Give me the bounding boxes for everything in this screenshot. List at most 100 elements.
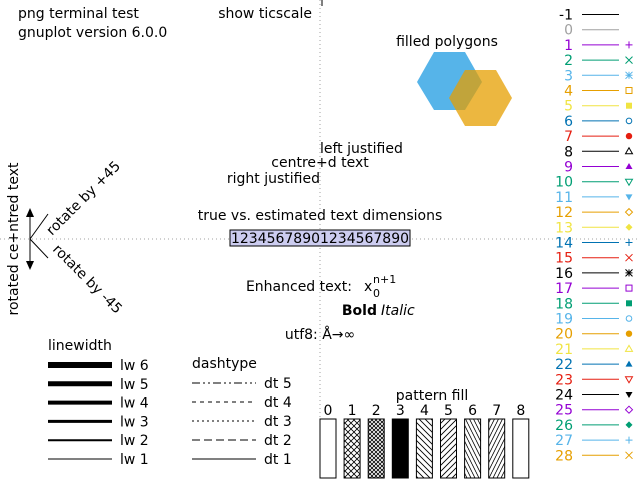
pattern-swatch xyxy=(391,418,409,479)
linewidth-title: linewidth xyxy=(48,338,112,354)
linetype-label: 27 xyxy=(555,433,573,449)
point-symbol-icon xyxy=(624,207,634,217)
linetype-label: 6 xyxy=(564,114,573,130)
left-justified-text: left justified xyxy=(320,141,403,157)
point-symbol-icon xyxy=(624,376,634,384)
linetype-label: 13 xyxy=(555,220,573,236)
point-symbol-icon xyxy=(625,194,633,201)
linetype-label: 25 xyxy=(555,403,573,419)
linetype-label: 2 xyxy=(564,53,573,69)
enhanced-subscript: 0 xyxy=(373,287,380,300)
linetype-label: 10 xyxy=(555,175,573,191)
point-symbol-icon xyxy=(625,269,633,277)
rotation-minus-line xyxy=(29,238,49,259)
pattern-number: 0 xyxy=(324,403,333,419)
bold-text: Bold xyxy=(342,303,377,319)
point-symbol-icon xyxy=(625,284,633,292)
enhanced-text-label: Enhanced text: xyxy=(246,279,352,295)
linetype-label: 20 xyxy=(555,327,573,343)
linewidth-label: lw 6 xyxy=(120,358,149,374)
italic-text: Italic xyxy=(381,303,415,319)
point-symbol-icon xyxy=(625,451,633,460)
pattern-number: 2 xyxy=(372,403,381,419)
point-symbol-icon xyxy=(625,239,633,246)
centred-text: centre+d text xyxy=(271,155,369,171)
linewidth-label: lw 5 xyxy=(120,377,149,393)
linewidth-samples: lw 6 lw 5 lw 4 lw 3 lw 2 lw 1 xyxy=(48,358,149,468)
linewidth-label: lw 2 xyxy=(120,433,149,449)
pattern-number: 6 xyxy=(468,403,477,419)
linetype-label: 19 xyxy=(555,312,573,328)
rotation-arrow-up-icon xyxy=(26,208,34,217)
pattern-swatch xyxy=(415,418,433,479)
pattern-number: 5 xyxy=(444,403,453,419)
dashtype-label: dt 3 xyxy=(264,414,292,430)
estimated-text-box xyxy=(229,229,411,247)
point-symbol-icon xyxy=(624,178,634,187)
linetype-label: 12 xyxy=(555,205,573,221)
pattern-swatch xyxy=(367,418,385,479)
linewidth-label: lw 1 xyxy=(120,452,149,468)
enhanced-superscript: n+1 xyxy=(373,273,396,286)
pattern-number: 7 xyxy=(492,403,501,419)
dashtype-label: dt 4 xyxy=(264,395,292,411)
point-symbol-icon xyxy=(625,315,633,322)
right-justified-text: right justified xyxy=(227,171,320,187)
dashtype-label: dt 2 xyxy=(264,433,292,449)
text-dimensions-label: true vs. estimated text dimensions xyxy=(198,208,443,224)
pattern-swatch xyxy=(440,418,457,479)
linetype-label: -1 xyxy=(559,8,573,24)
point-symbol-icon xyxy=(625,56,633,64)
enhanced-base: x xyxy=(364,279,372,295)
dashtype-label: dt 5 xyxy=(264,376,292,392)
terminal-title: png terminal test xyxy=(18,6,139,22)
pattern-number: 4 xyxy=(420,403,429,419)
point-symbol-icon xyxy=(624,344,634,352)
linetype-label: 1 xyxy=(564,38,573,54)
pattern-fill-title: pattern fill xyxy=(396,388,469,404)
show-ticscale-label: show ticscale xyxy=(218,6,312,22)
linetype-label: 8 xyxy=(564,144,573,160)
linewidth-label: lw 4 xyxy=(120,396,149,412)
linetype-label: 14 xyxy=(555,236,573,252)
pattern-swatch xyxy=(343,418,361,479)
linetype-label: 23 xyxy=(555,372,573,388)
linetype-label: 0 xyxy=(564,23,573,39)
linetype-label: 9 xyxy=(564,160,573,176)
dashtype-title: dashtype xyxy=(192,356,257,372)
linetype-label: 5 xyxy=(564,99,573,115)
linetype-label: 11 xyxy=(555,190,573,206)
linetype-label: 22 xyxy=(555,357,573,373)
dashtype-samples: dt 5 dt 4 dt 3 dt 2 dt 1 xyxy=(192,376,292,468)
linetype-label: 21 xyxy=(555,342,573,358)
rotate-plus-45-text: rotate by +45 xyxy=(44,158,124,238)
linetype-label: 16 xyxy=(555,266,573,282)
linetype-label: 15 xyxy=(555,251,573,267)
gnuplot-version: gnuplot version 6.0.0 xyxy=(18,25,167,41)
linetype-label: 4 xyxy=(564,84,573,100)
pattern-swatch xyxy=(512,418,530,479)
point-symbol-icon xyxy=(625,163,633,169)
pattern-number: 3 xyxy=(396,403,405,419)
point-symbol-icon xyxy=(625,392,633,398)
point-symbol-icon xyxy=(625,330,633,337)
point-symbol-icon xyxy=(625,436,633,444)
rotated-centred-text: rotated ce+ntred text xyxy=(6,162,22,315)
pattern-swatch xyxy=(319,418,337,479)
point-symbol-icon xyxy=(626,300,632,307)
linetype-samples: -101234567891011121314151617181920212223… xyxy=(555,8,634,464)
linetype-label: 24 xyxy=(555,388,573,404)
pattern-number: 8 xyxy=(516,403,525,419)
filled-polygons-label: filled polygons xyxy=(396,34,498,50)
linetype-label: 26 xyxy=(555,418,573,434)
point-symbol-icon xyxy=(625,87,633,94)
linetype-label: 17 xyxy=(555,281,573,297)
rotate-minus-45-text: rotate by -45 xyxy=(49,242,125,318)
linewidth-label: lw 3 xyxy=(120,414,149,430)
pattern-swatch xyxy=(464,418,482,479)
point-symbol-icon xyxy=(625,223,633,231)
rotation-plus-line xyxy=(29,213,49,240)
rotation-arrow-down-icon xyxy=(26,261,34,270)
